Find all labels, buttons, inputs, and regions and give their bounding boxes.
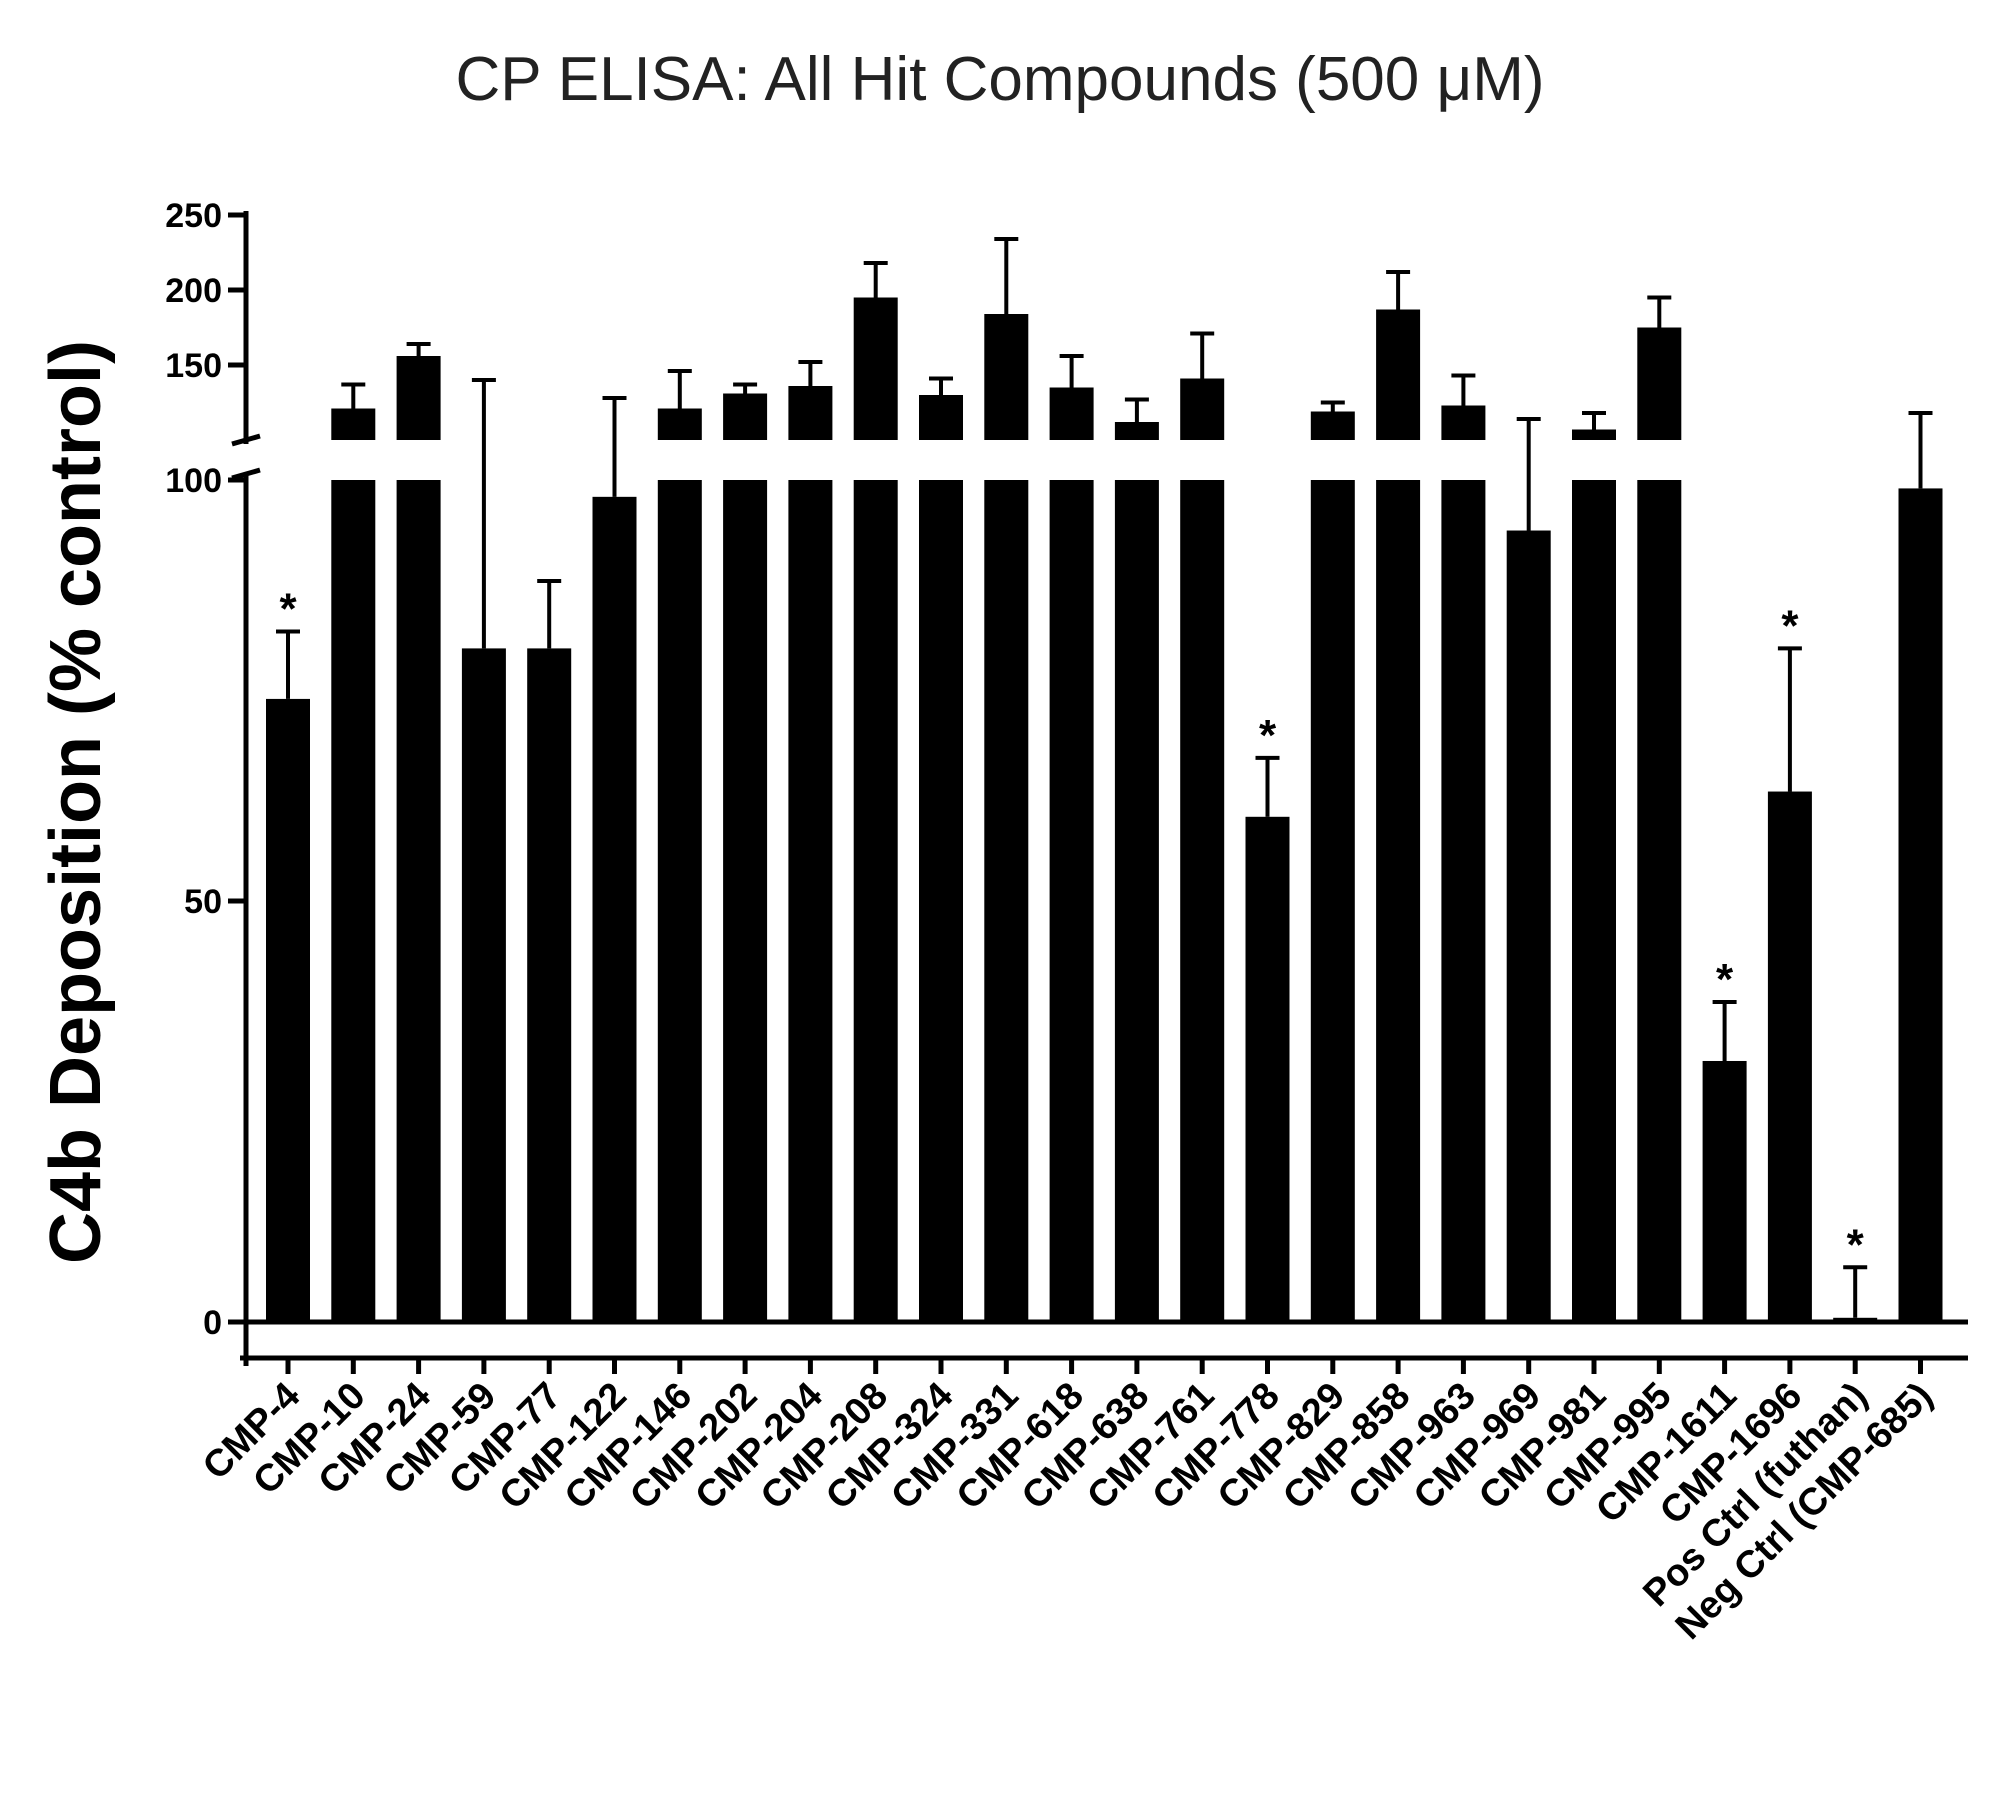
bar <box>461 648 506 1322</box>
bar <box>592 496 637 1323</box>
bar-lower-segment <box>853 480 898 1322</box>
bar-lower-segment <box>1114 480 1159 1322</box>
bar-lower-segment <box>1049 480 1094 1322</box>
bar-lower-segment <box>1376 480 1421 1322</box>
y-axis-break-lower <box>231 467 261 481</box>
y-tick-label: 0 <box>203 1304 222 1342</box>
bar-lower-segment <box>657 480 702 1322</box>
bar-lower-segment <box>331 480 376 1322</box>
bar <box>266 698 310 1322</box>
y-tick-label: 100 <box>165 462 222 500</box>
bar <box>1245 816 1290 1322</box>
bar-lower-segment <box>723 480 768 1322</box>
bar-lower-segment <box>396 480 441 1322</box>
bar-upper-segment <box>331 408 376 440</box>
y-axis-label: C4b Deposition (% control) <box>36 340 116 1264</box>
error-bars <box>276 237 1933 1318</box>
x-ticks: CMP-4CMP-10CMP-24CMP-59CMP-77CMP-122CMP-… <box>195 1358 1941 1648</box>
bar-upper-segment <box>396 356 441 440</box>
bar-lower-segment <box>788 480 833 1322</box>
bar-upper-segment <box>1637 327 1682 440</box>
bars <box>266 297 1943 1323</box>
y-tick-label: 50 <box>184 883 222 921</box>
bar <box>1702 1060 1747 1322</box>
bar-upper-segment <box>853 297 898 440</box>
bar <box>1506 530 1551 1322</box>
bar-upper-segment <box>1310 411 1355 440</box>
y-tick-label: 150 <box>165 347 222 385</box>
bar-upper-segment <box>984 314 1029 440</box>
bar-lower-segment <box>1441 480 1486 1322</box>
bar <box>1833 1317 1878 1322</box>
y-axis-break-upper <box>231 433 261 447</box>
significance-star: * <box>1847 1220 1865 1269</box>
bar-upper-segment <box>1180 378 1225 440</box>
bar-lower-segment <box>1637 480 1682 1322</box>
bar-upper-segment <box>1441 405 1486 440</box>
bar-upper-segment <box>1114 422 1159 440</box>
chart-title: CP ELISA: All Hit Compounds (500 μM) <box>455 45 1544 114</box>
bar <box>1898 488 1943 1322</box>
y-tick-label: 200 <box>165 272 222 310</box>
bar-upper-segment <box>723 393 768 440</box>
bar-upper-segment <box>1572 429 1616 440</box>
significance-star: * <box>1716 955 1734 1004</box>
bar-lower-segment <box>984 480 1029 1322</box>
bar-lower-segment <box>1572 480 1616 1322</box>
bar-upper-segment <box>788 386 833 440</box>
y-ticks: 0 50 100 150 200 250 <box>165 197 246 1342</box>
bar-lower-segment <box>1180 480 1225 1322</box>
bar <box>1767 791 1812 1322</box>
bar <box>527 648 572 1322</box>
bar-lower-segment <box>1310 480 1355 1322</box>
y-tick-label: 250 <box>165 197 222 235</box>
bar-upper-segment <box>657 408 702 440</box>
significance-star: * <box>1259 711 1277 760</box>
bar-upper-segment <box>1049 387 1094 440</box>
bar-upper-segment <box>919 395 963 440</box>
significance-star: * <box>1781 601 1799 650</box>
bar-upper-segment <box>1376 309 1421 440</box>
significance-star: * <box>279 585 297 634</box>
bar-lower-segment <box>919 480 963 1322</box>
significance-markers: * * * * * <box>279 585 1864 1270</box>
